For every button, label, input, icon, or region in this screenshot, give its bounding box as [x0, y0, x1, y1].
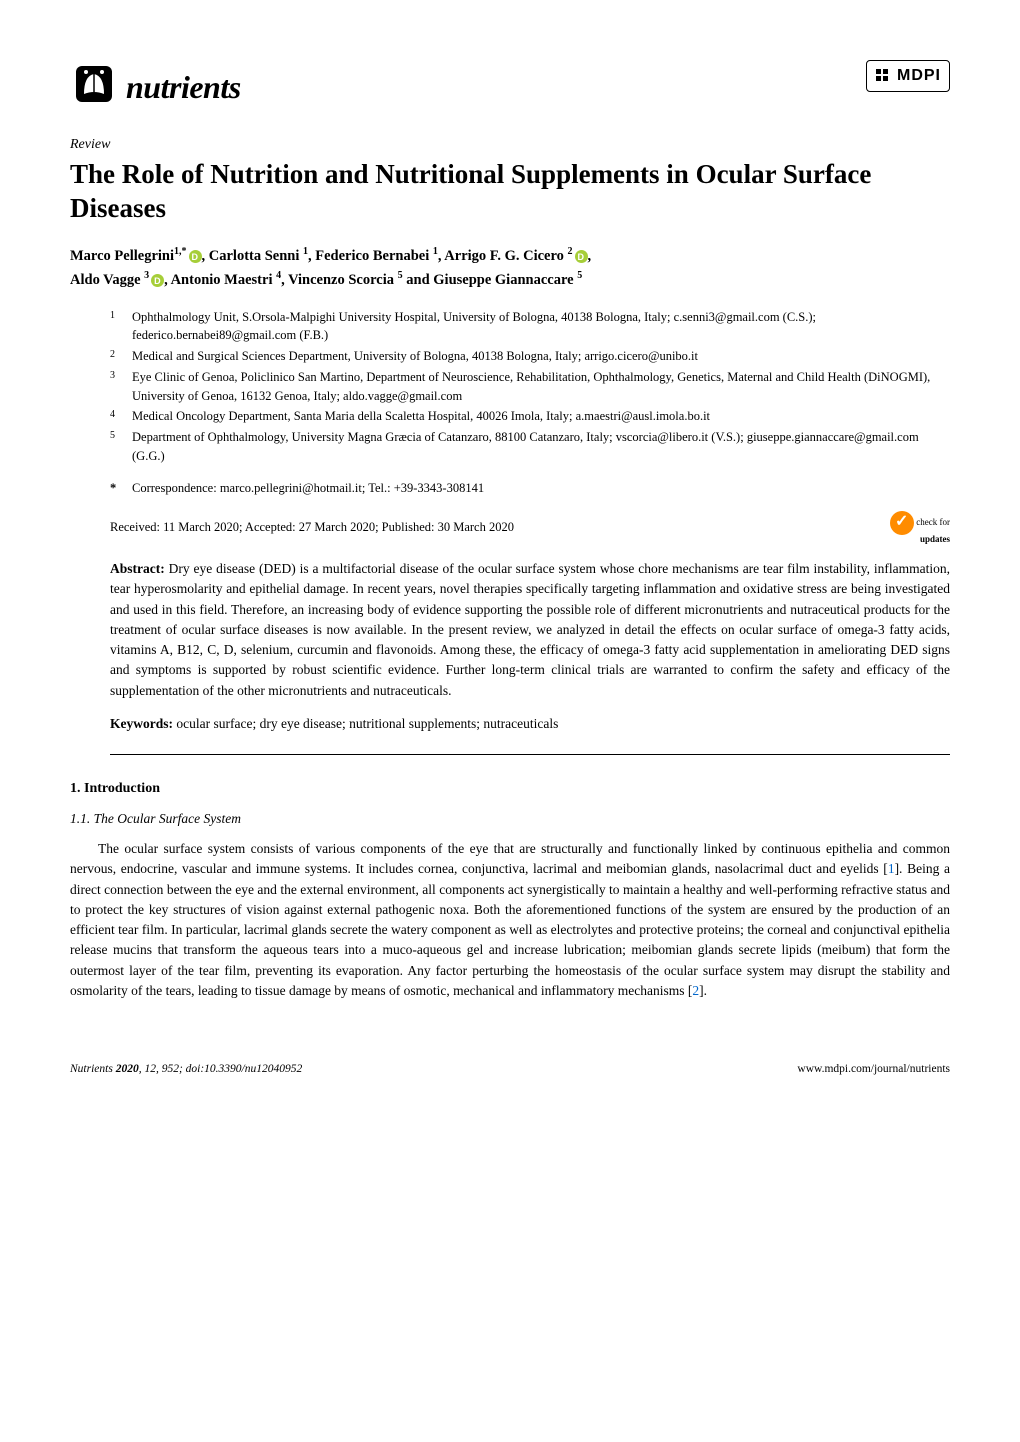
footer-journal: Nutrients: [70, 1063, 113, 1075]
correspondence-text: Correspondence: marco.pellegrini@hotmail…: [132, 480, 484, 498]
affiliation-text: Medical and Surgical Sciences Department…: [132, 347, 950, 366]
dates-row: Received: 11 March 2020; Accepted: 27 Ma…: [110, 511, 950, 545]
footer-year: 2020: [116, 1063, 139, 1075]
authors: Marco Pellegrini1,*, Carlotta Senni 1, F…: [70, 244, 950, 292]
check-updates-icon: [890, 511, 914, 535]
abstract-label: Abstract:: [110, 561, 165, 576]
mdpi-logo: MDPI: [866, 60, 950, 92]
affiliation-row: 2 Medical and Surgical Sciences Departme…: [110, 347, 950, 366]
author-name: and Giuseppe Giannaccare: [403, 272, 574, 288]
keywords: Keywords: ocular surface; dry eye diseas…: [110, 715, 950, 734]
affiliation-row: 3 Eye Clinic of Genoa, Policlinico San M…: [110, 368, 950, 406]
mdpi-icon: [875, 68, 891, 84]
footer-doi: doi:10.3390/nu12040952: [186, 1063, 303, 1075]
author-name: , Federico Bernabei: [308, 248, 429, 264]
keywords-text: ocular surface; dry eye disease; nutriti…: [176, 716, 558, 731]
keywords-label: Keywords:: [110, 716, 173, 731]
affiliation-text: Eye Clinic of Genoa, Policlinico San Mar…: [132, 368, 950, 406]
footer-page: 952: [162, 1063, 179, 1075]
section-heading: 1. Introduction: [70, 779, 950, 799]
author-name: , Antonio Maestri: [164, 272, 272, 288]
affiliation-num: 2: [110, 347, 122, 366]
subsection-heading: 1.1. The Ocular Surface System: [70, 810, 950, 829]
affiliation-num: 5: [110, 428, 122, 466]
affiliation-num: 1: [110, 308, 122, 346]
divider: [110, 754, 950, 755]
author-name: , Vincenzo Scorcia: [281, 272, 394, 288]
mdpi-text: MDPI: [897, 65, 941, 87]
author-name: , Carlotta Senni: [202, 248, 300, 264]
affiliation-row: 1 Ophthalmology Unit, S.Orsola-Malpighi …: [110, 308, 950, 346]
footer-left: Nutrients 2020, 12, 952; doi:10.3390/nu1…: [70, 1061, 302, 1077]
affiliation-row: 4 Medical Oncology Department, Santa Mar…: [110, 407, 950, 426]
affiliation-text: Medical Oncology Department, Santa Maria…: [132, 407, 950, 426]
check-updates-badge[interactable]: check for updates: [890, 511, 950, 545]
orcid-icon: [575, 250, 588, 263]
reference-link[interactable]: 1: [888, 861, 895, 876]
check-updates-text: updates: [920, 534, 950, 544]
article-type: Review: [70, 135, 950, 155]
footer-right: www.mdpi.com/journal/nutrients: [797, 1061, 950, 1077]
affiliation-num: 4: [110, 407, 122, 426]
body-text: ].: [699, 983, 707, 998]
abstract: Abstract: Dry eye disease (DED) is a mul…: [110, 559, 950, 701]
author-sup: 1,*: [174, 246, 187, 257]
affiliation-num: 3: [110, 368, 122, 406]
abstract-text: Dry eye disease (DED) is a multifactoria…: [110, 561, 950, 698]
body-text: The ocular surface system consists of va…: [70, 841, 950, 876]
publication-dates: Received: 11 March 2020; Accepted: 27 Ma…: [110, 519, 514, 537]
journal-logo: nutrients: [70, 60, 241, 115]
footer-url[interactable]: www.mdpi.com/journal/nutrients: [797, 1063, 950, 1075]
orcid-icon: [151, 274, 164, 287]
header-row: nutrients MDPI: [70, 60, 950, 115]
check-updates-text: check for: [916, 517, 950, 527]
body-text: ]. Being a direct connection between the…: [70, 861, 950, 998]
author-name: , Arrigo F. G. Cicero: [438, 248, 564, 264]
footer-vol: 12: [144, 1063, 156, 1075]
affiliation-row: 5 Department of Ophthalmology, Universit…: [110, 428, 950, 466]
correspondence: * Correspondence: marco.pellegrini@hotma…: [110, 480, 950, 498]
body-paragraph: The ocular surface system consists of va…: [70, 839, 950, 1001]
author-sup: 2: [568, 246, 573, 257]
article-title: The Role of Nutrition and Nutritional Su…: [70, 158, 950, 226]
journal-name: nutrients: [126, 65, 241, 110]
author-sup: 3: [144, 270, 149, 281]
author-name: Marco Pellegrini: [70, 248, 174, 264]
correspondence-star: *: [110, 480, 122, 498]
affiliations: 1 Ophthalmology Unit, S.Orsola-Malpighi …: [110, 308, 950, 466]
orcid-icon: [189, 250, 202, 263]
author-name: Aldo Vagge: [70, 272, 141, 288]
author-sup: 5: [577, 270, 582, 281]
footer: Nutrients 2020, 12, 952; doi:10.3390/nu1…: [70, 1061, 950, 1077]
nutrients-icon: [70, 60, 118, 115]
affiliation-text: Department of Ophthalmology, University …: [132, 428, 950, 466]
affiliation-text: Ophthalmology Unit, S.Orsola-Malpighi Un…: [132, 308, 950, 346]
